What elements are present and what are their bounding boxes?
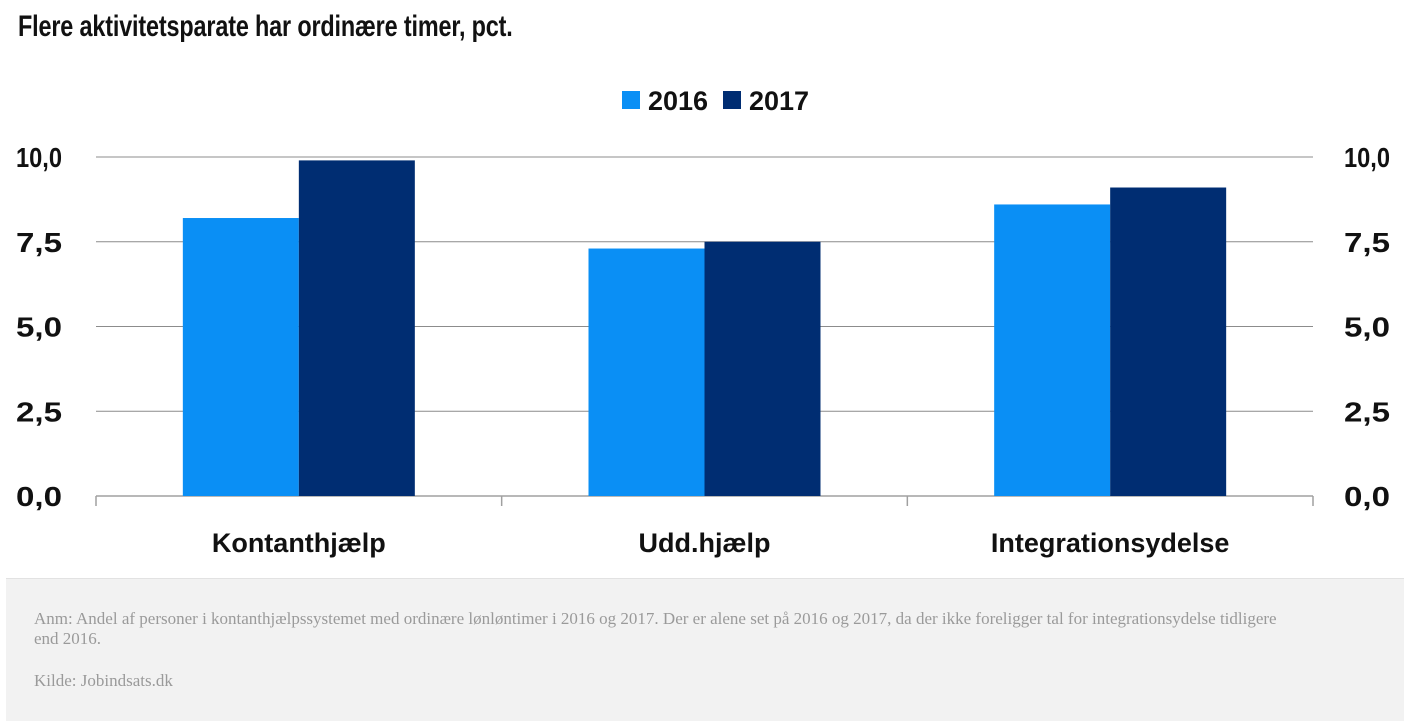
- x-category-label: Integrationsydelse: [991, 528, 1230, 558]
- x-category-label: Kontanthjælp: [212, 528, 386, 558]
- y-tick-label-left: 5,0: [16, 312, 62, 343]
- x-category-label: Udd.hjælp: [639, 528, 771, 558]
- bar-2016: [994, 204, 1111, 496]
- legend-swatch: [723, 91, 741, 109]
- y-tick-label-left: 0,0: [16, 481, 62, 512]
- y-tick-label-right: 7,5: [1344, 227, 1390, 258]
- bar-chart: 0,0 0,0 2,5 2,5 5,0 5,0 7,5 7,5 10,0 10,0 Kontanth…: [16, 86, 1390, 558]
- y-tick-label-right: 2,5: [1344, 396, 1390, 427]
- y-tick-label-left: 7,5: [16, 227, 62, 258]
- y-tick-label-left: 10,0: [16, 142, 62, 173]
- y-tick-label-left: 2,5: [16, 396, 62, 427]
- chart-footer: Anm: Andel af personer i kontanthjælpssy…: [6, 578, 1404, 721]
- bar-2017: [298, 160, 415, 496]
- bar-2017: [704, 241, 821, 496]
- source-note: Kilde: Jobindsats.dk: [34, 671, 173, 690]
- legend-label: 2017: [749, 86, 809, 116]
- footnote: Anm: Andel af personer i kontanthjælpssy…: [34, 609, 1277, 648]
- chart-title: Flere aktivitetsparate har ordinære time…: [18, 10, 513, 43]
- bar-2016: [588, 248, 705, 496]
- y-tick-label-right: 10,0: [1344, 142, 1390, 173]
- bar-2017: [1110, 187, 1227, 496]
- legend-swatch: [622, 91, 640, 109]
- bar-2016: [182, 218, 299, 496]
- y-tick-label-right: 5,0: [1344, 312, 1390, 343]
- legend-label: 2016: [648, 86, 708, 116]
- y-tick-label-right: 0,0: [1344, 481, 1390, 512]
